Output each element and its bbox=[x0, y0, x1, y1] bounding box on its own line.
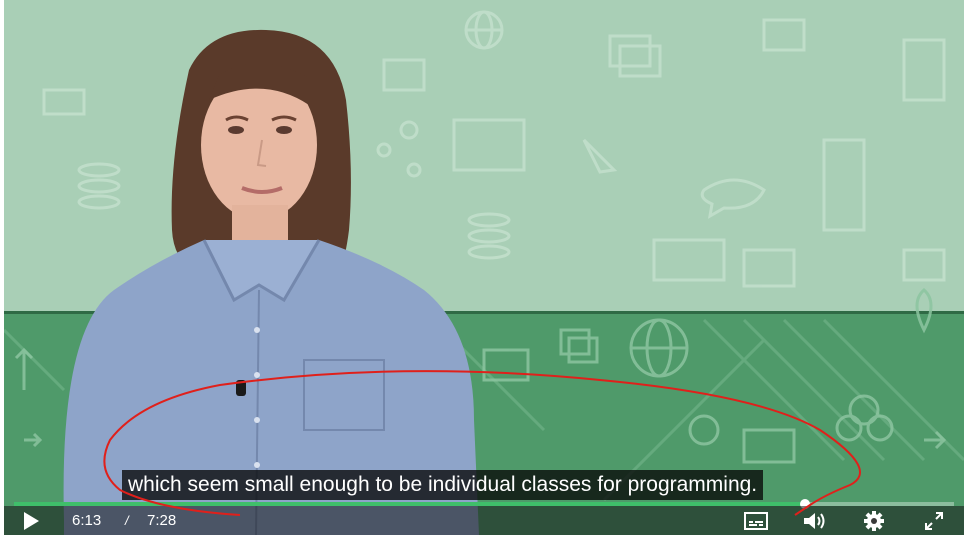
play-button[interactable] bbox=[18, 510, 44, 532]
video-player[interactable]: which seem small enough to be individual… bbox=[4, 0, 964, 535]
volume-button[interactable] bbox=[800, 510, 828, 532]
person-face bbox=[201, 70, 317, 220]
captions-button[interactable] bbox=[741, 510, 771, 532]
gear-icon bbox=[864, 511, 884, 531]
divider-line bbox=[4, 311, 964, 314]
settings-button[interactable] bbox=[862, 509, 886, 533]
duration: 7:28 bbox=[147, 512, 177, 529]
captions-icon bbox=[744, 512, 768, 530]
play-icon bbox=[24, 512, 39, 530]
volume-icon bbox=[804, 513, 825, 529]
subtitle-caption: which seem small enough to be individual… bbox=[122, 470, 764, 500]
time-separator: / bbox=[125, 513, 129, 528]
fullscreen-icon bbox=[925, 512, 943, 530]
current-time: 6:13 bbox=[72, 512, 102, 529]
background-icons bbox=[42, 10, 946, 288]
control-bar: 6:13 / 7:28 bbox=[4, 506, 964, 535]
person-neck bbox=[232, 205, 288, 245]
fullscreen-button[interactable] bbox=[922, 509, 946, 533]
lapel-mic bbox=[236, 380, 246, 396]
video-frame bbox=[4, 0, 964, 535]
